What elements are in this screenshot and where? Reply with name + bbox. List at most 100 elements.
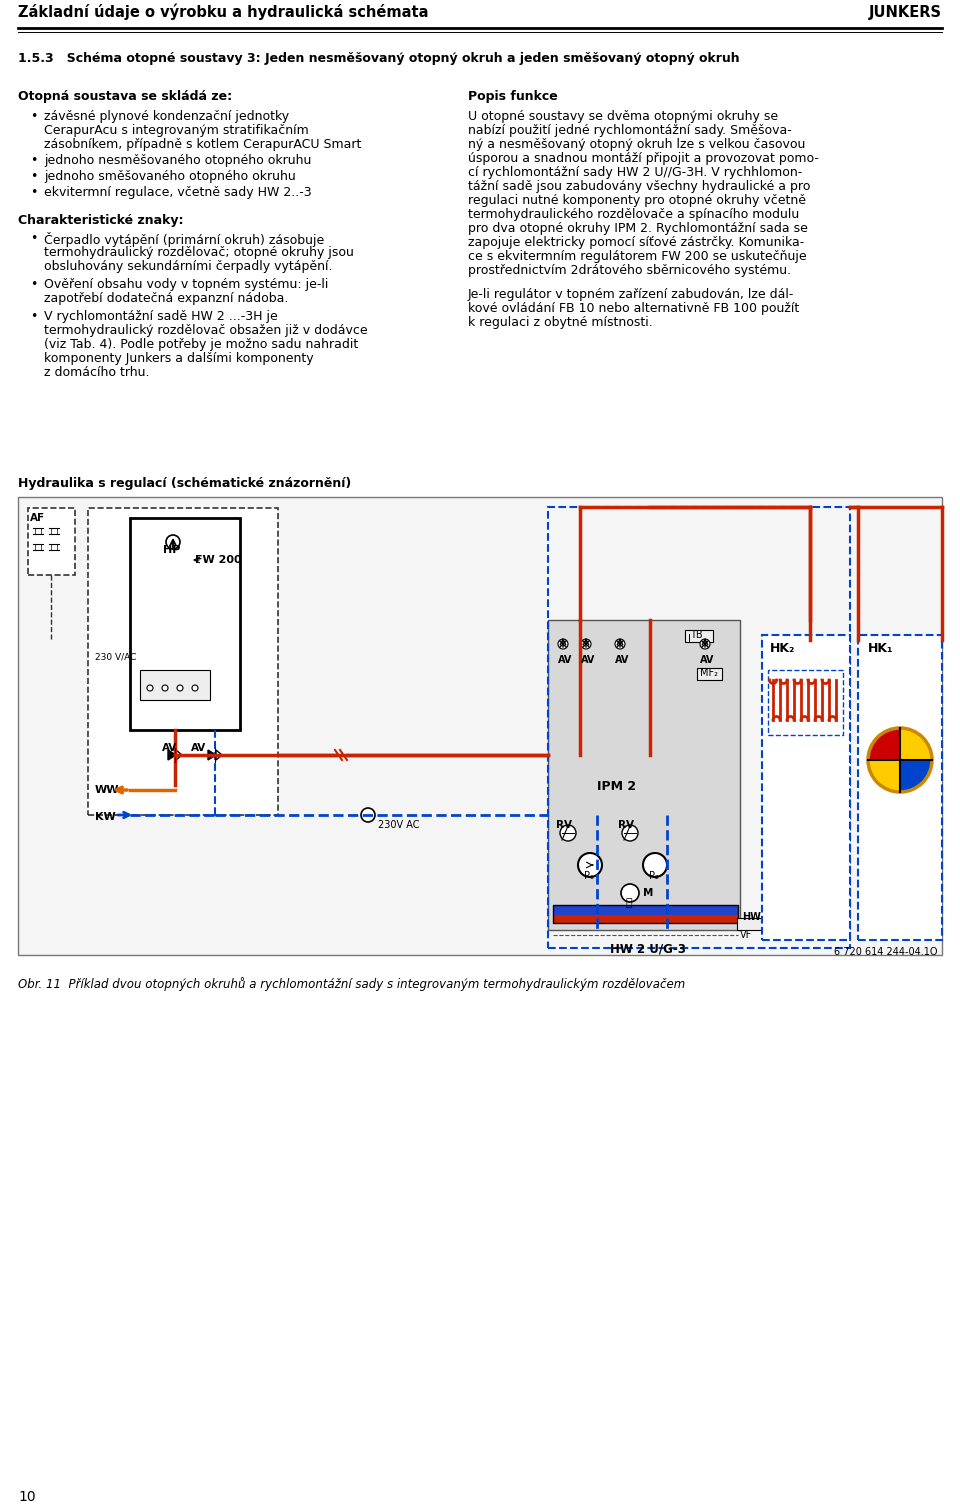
Text: tážní sadě jsou zabudovány všechny hydraulické a pro: tážní sadě jsou zabudovány všechny hydra… xyxy=(468,180,810,193)
Bar xyxy=(140,670,210,700)
Text: HK₁: HK₁ xyxy=(868,641,894,655)
Text: AV: AV xyxy=(162,742,178,753)
Text: (viz Tab. 4). Podle potřeby je možno sadu nahradit: (viz Tab. 4). Podle potřeby je možno sad… xyxy=(44,338,358,352)
Text: Ověření obsahu vody v topném systému: je-li: Ověření obsahu vody v topném systému: je… xyxy=(44,278,328,291)
Text: RV: RV xyxy=(618,819,634,830)
Text: AF: AF xyxy=(30,513,45,524)
Text: Popis funkce: Popis funkce xyxy=(468,91,558,103)
Text: •: • xyxy=(30,309,37,323)
Text: AV: AV xyxy=(191,742,206,753)
Text: Obr. 11  Příklad dvou otopných okruhů a rychlomontážní sady s integrovaným termo: Obr. 11 Příklad dvou otopných okruhů a r… xyxy=(18,976,685,991)
Text: •: • xyxy=(30,232,37,244)
Circle shape xyxy=(622,825,638,841)
Circle shape xyxy=(162,685,168,691)
Text: IPM 2: IPM 2 xyxy=(597,780,636,794)
Bar xyxy=(130,518,240,730)
Text: regulaci nutné komponenty pro otopné okruhy včetně: regulaci nutné komponenty pro otopné okr… xyxy=(468,195,806,207)
Text: ný a nesměšovaný otopný okruh lze s velkou časovou: ný a nesměšovaný otopný okruh lze s velk… xyxy=(468,137,805,151)
Polygon shape xyxy=(208,750,216,761)
Text: RV: RV xyxy=(556,819,572,830)
Bar xyxy=(553,905,738,924)
Text: HP: HP xyxy=(163,545,180,555)
Bar xyxy=(858,635,942,940)
Bar xyxy=(18,496,942,955)
Text: obsluhovány sekundárními čerpadly vytápění.: obsluhovány sekundárními čerpadly vytápě… xyxy=(44,260,332,273)
Circle shape xyxy=(643,853,667,877)
Text: •: • xyxy=(30,171,37,183)
Text: V rychlomontážní sadě HW 2 ...-3H je: V rychlomontážní sadě HW 2 ...-3H je xyxy=(44,309,277,323)
Text: P₁: P₁ xyxy=(584,871,594,881)
Text: 10: 10 xyxy=(18,1489,36,1504)
Circle shape xyxy=(192,685,198,691)
Text: Čerpadlo vytápění (primární okruh) zásobuje: Čerpadlo vytápění (primární okruh) zásob… xyxy=(44,232,324,247)
Circle shape xyxy=(700,638,710,649)
Text: P₂: P₂ xyxy=(649,871,659,881)
Circle shape xyxy=(147,685,153,691)
Text: kové ovládání FB 10 nebo alternativně FB 100 použít: kové ovládání FB 10 nebo alternativně FB… xyxy=(468,302,800,315)
Text: Základní údaje o výrobku a hydraulická schémata: Základní údaje o výrobku a hydraulická s… xyxy=(18,3,428,20)
Text: jednoho směšovaného otopného okruhu: jednoho směšovaného otopného okruhu xyxy=(44,171,296,183)
Text: AV: AV xyxy=(558,655,572,665)
Text: M: M xyxy=(643,887,654,898)
Text: MF₂: MF₂ xyxy=(700,668,718,678)
Text: cí rychlomontážní sady HW 2 U//G-3H. V rychhlomon-: cí rychlomontážní sady HW 2 U//G-3H. V r… xyxy=(468,166,803,180)
Text: prostřednictvím 2drátového sběrnicového systému.: prostřednictvím 2drátového sběrnicového … xyxy=(468,264,791,278)
Polygon shape xyxy=(176,750,182,761)
Bar xyxy=(768,670,843,735)
Text: •: • xyxy=(30,110,37,124)
Bar xyxy=(88,509,278,815)
Text: •: • xyxy=(30,154,37,167)
Text: z domácího trhu.: z domácího trhu. xyxy=(44,367,150,379)
Text: Charakteristické znaky:: Charakteristické znaky: xyxy=(18,214,183,226)
Text: komponenty Junkers a dalšími komponenty: komponenty Junkers a dalšími komponenty xyxy=(44,352,314,365)
Text: Otopná soustava se skládá ze:: Otopná soustava se skládá ze: xyxy=(18,91,232,103)
Bar xyxy=(548,507,850,948)
Wedge shape xyxy=(868,761,900,792)
Text: zásobníkem, případně s kotlem CerapurACU Smart: zásobníkem, případně s kotlem CerapurACU… xyxy=(44,137,361,151)
Text: AV: AV xyxy=(700,655,714,665)
Text: nabízí použití jedné rychlomontážní sady. Směšova-: nabízí použití jedné rychlomontážní sady… xyxy=(468,124,792,137)
Text: FW 200: FW 200 xyxy=(195,555,242,564)
Text: WW: WW xyxy=(95,785,119,795)
Text: HW 2 U/G-3: HW 2 U/G-3 xyxy=(610,943,685,957)
Bar xyxy=(697,668,722,681)
Text: Hydraulika s regulací (schématické znázornění): Hydraulika s regulací (schématické znázo… xyxy=(18,477,351,490)
Text: VF: VF xyxy=(740,930,753,940)
Text: 6 720 614 244-04.1O: 6 720 614 244-04.1O xyxy=(834,948,938,957)
Text: závěsné plynové kondenzační jednotky: závěsné plynové kondenzační jednotky xyxy=(44,110,289,124)
Text: jednoho nesměšovaného otopného okruhu: jednoho nesměšovaného otopného okruhu xyxy=(44,154,311,167)
Text: zapojuje elektricky pomocí síťové zástrčky. Komunika-: zapojuje elektricky pomocí síťové zástrč… xyxy=(468,235,804,249)
Polygon shape xyxy=(168,750,176,761)
Text: U otopné soustavy se dvěma otopnými okruhy se: U otopné soustavy se dvěma otopnými okru… xyxy=(468,110,779,124)
Text: HW: HW xyxy=(742,911,761,922)
Circle shape xyxy=(578,853,602,877)
Text: Je-li regulátor v topném zařízení zabudován, lze dál-: Je-li regulátor v topném zařízení zabudo… xyxy=(468,288,794,300)
Circle shape xyxy=(558,638,568,649)
Circle shape xyxy=(560,825,576,841)
Bar xyxy=(28,509,75,575)
Text: Ⓜ: Ⓜ xyxy=(625,898,632,908)
Circle shape xyxy=(177,685,183,691)
Bar xyxy=(548,620,740,930)
Bar xyxy=(553,914,738,924)
Text: pro dva otopné okruhy IPM 2. Rychlomontážní sada se: pro dva otopné okruhy IPM 2. Rychlomontá… xyxy=(468,222,808,235)
Bar xyxy=(553,905,738,914)
Circle shape xyxy=(621,884,639,902)
Text: HK₂: HK₂ xyxy=(770,641,796,655)
Text: úsporou a snadnou montáží připojit a provozovat pomo-: úsporou a snadnou montáží připojit a pro… xyxy=(468,152,819,164)
Bar xyxy=(685,629,713,641)
Text: AV: AV xyxy=(615,655,630,665)
Text: zapotřebí dodatečná expanzní nádoba.: zapotřebí dodatečná expanzní nádoba. xyxy=(44,293,288,305)
Text: JUNKERS: JUNKERS xyxy=(869,5,942,20)
Text: •: • xyxy=(30,186,37,199)
Wedge shape xyxy=(900,761,932,792)
Text: 230V AC: 230V AC xyxy=(378,819,420,830)
Text: ekvitermní regulace, včetně sady HW 2..-3: ekvitermní regulace, včetně sady HW 2..-… xyxy=(44,186,312,199)
Wedge shape xyxy=(900,727,932,761)
Circle shape xyxy=(615,638,625,649)
Text: 1.5.3   Schéma otopné soustavy 3: Jeden nesměšovaný otopný okruh a jeden směšova: 1.5.3 Schéma otopné soustavy 3: Jeden ne… xyxy=(18,51,739,65)
Text: ce s ekvitermním regulátorem FW 200 se uskutečňuje: ce s ekvitermním regulátorem FW 200 se u… xyxy=(468,250,806,263)
Bar xyxy=(737,917,765,930)
Text: AV: AV xyxy=(581,655,595,665)
Circle shape xyxy=(581,638,591,649)
